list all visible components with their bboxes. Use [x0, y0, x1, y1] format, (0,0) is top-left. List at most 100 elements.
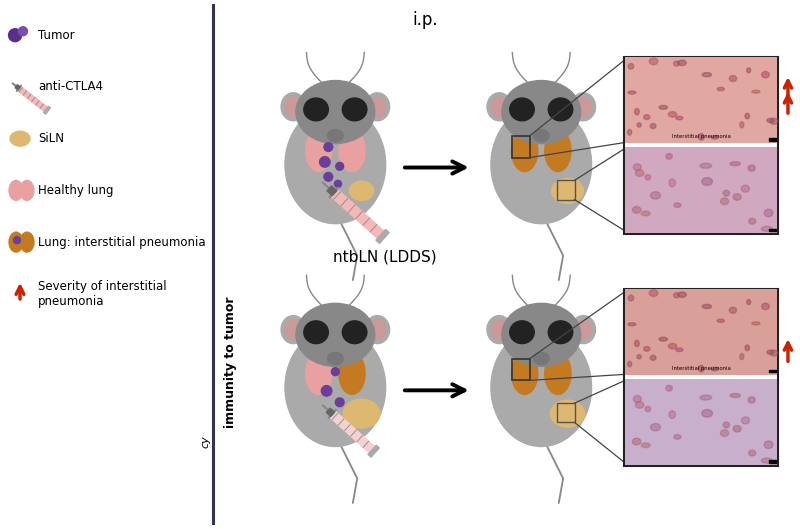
Ellipse shape — [627, 130, 632, 135]
Ellipse shape — [487, 93, 511, 121]
Ellipse shape — [281, 93, 306, 121]
Ellipse shape — [634, 108, 639, 115]
Ellipse shape — [339, 130, 365, 171]
Text: Tumor: Tumor — [38, 29, 74, 42]
Ellipse shape — [666, 385, 672, 391]
Text: SiLN: SiLN — [38, 132, 64, 145]
Ellipse shape — [770, 118, 778, 124]
Ellipse shape — [304, 98, 328, 121]
Text: immunity to tumor: immunity to tumor — [224, 297, 238, 428]
Ellipse shape — [296, 303, 374, 367]
Ellipse shape — [676, 348, 683, 352]
Ellipse shape — [668, 112, 677, 117]
Ellipse shape — [770, 350, 778, 356]
Ellipse shape — [491, 320, 507, 339]
Ellipse shape — [723, 422, 730, 428]
Ellipse shape — [336, 162, 344, 170]
Ellipse shape — [281, 316, 306, 344]
Ellipse shape — [733, 194, 741, 200]
Text: Interstitial pneumonia: Interstitial pneumonia — [671, 134, 730, 139]
Ellipse shape — [571, 93, 595, 121]
Ellipse shape — [733, 425, 741, 432]
Ellipse shape — [491, 97, 507, 116]
Ellipse shape — [511, 130, 538, 171]
Ellipse shape — [659, 105, 667, 110]
Ellipse shape — [545, 130, 571, 171]
Ellipse shape — [331, 368, 339, 376]
Ellipse shape — [746, 299, 750, 305]
Ellipse shape — [650, 355, 656, 360]
Ellipse shape — [717, 87, 724, 90]
Bar — [624, 289, 778, 466]
Ellipse shape — [635, 170, 644, 177]
Ellipse shape — [764, 209, 773, 217]
Ellipse shape — [334, 180, 342, 187]
Ellipse shape — [551, 178, 583, 203]
Bar — [625, 57, 777, 143]
Bar — [330, 189, 384, 239]
Ellipse shape — [534, 130, 549, 142]
Bar — [329, 187, 338, 198]
Ellipse shape — [762, 303, 770, 309]
Ellipse shape — [721, 430, 729, 436]
Bar — [18, 86, 47, 112]
Bar — [769, 229, 776, 231]
Ellipse shape — [628, 91, 636, 94]
Ellipse shape — [676, 116, 683, 120]
Ellipse shape — [634, 164, 642, 171]
Ellipse shape — [343, 399, 380, 428]
Ellipse shape — [642, 443, 650, 448]
Ellipse shape — [534, 352, 549, 364]
Ellipse shape — [749, 218, 756, 224]
Ellipse shape — [350, 181, 374, 200]
Bar — [625, 147, 777, 233]
Ellipse shape — [644, 346, 650, 351]
Ellipse shape — [745, 113, 750, 119]
Ellipse shape — [762, 226, 773, 231]
Ellipse shape — [650, 290, 658, 296]
Ellipse shape — [668, 343, 677, 349]
Bar — [557, 180, 574, 199]
Ellipse shape — [491, 329, 591, 446]
Ellipse shape — [669, 179, 675, 187]
Ellipse shape — [650, 191, 661, 199]
Ellipse shape — [748, 397, 755, 403]
Ellipse shape — [674, 203, 681, 207]
Ellipse shape — [296, 80, 374, 143]
Ellipse shape — [365, 93, 390, 121]
Bar — [769, 370, 776, 372]
Ellipse shape — [702, 72, 711, 77]
Ellipse shape — [327, 352, 343, 364]
Ellipse shape — [717, 319, 724, 323]
Ellipse shape — [752, 90, 760, 93]
Bar — [368, 445, 379, 457]
Ellipse shape — [634, 396, 642, 403]
Ellipse shape — [730, 394, 740, 397]
Ellipse shape — [748, 165, 755, 171]
Ellipse shape — [304, 321, 328, 344]
Ellipse shape — [645, 406, 650, 412]
Text: Interstitial pneumonia: Interstitial pneumonia — [671, 366, 730, 371]
Ellipse shape — [634, 340, 639, 346]
Ellipse shape — [730, 162, 740, 166]
Ellipse shape — [702, 409, 713, 417]
Ellipse shape — [650, 58, 658, 65]
Ellipse shape — [510, 321, 534, 344]
Ellipse shape — [762, 458, 773, 463]
Ellipse shape — [674, 61, 679, 66]
Text: anti-CTLA4: anti-CTLA4 — [38, 80, 103, 94]
Ellipse shape — [487, 316, 511, 344]
Ellipse shape — [678, 292, 686, 297]
Ellipse shape — [749, 450, 756, 456]
Ellipse shape — [285, 329, 386, 446]
Ellipse shape — [702, 178, 713, 185]
Bar — [43, 106, 50, 114]
Text: Healthy lung: Healthy lung — [38, 184, 114, 197]
Ellipse shape — [327, 130, 343, 142]
Ellipse shape — [339, 352, 365, 395]
Ellipse shape — [628, 323, 636, 326]
Ellipse shape — [633, 206, 641, 213]
Ellipse shape — [306, 130, 332, 171]
Ellipse shape — [18, 27, 27, 36]
Ellipse shape — [764, 441, 773, 449]
